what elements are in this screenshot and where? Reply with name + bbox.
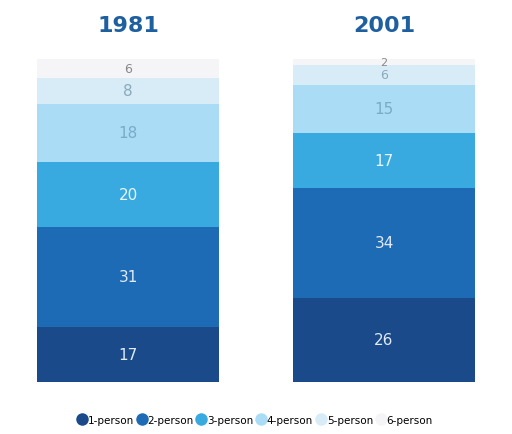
Bar: [37, 59, 219, 79]
Title: 1981: 1981: [97, 16, 159, 36]
Bar: [293, 134, 475, 188]
Text: 6: 6: [380, 69, 388, 82]
Text: 26: 26: [374, 332, 394, 348]
Bar: [37, 327, 219, 382]
Text: 15: 15: [374, 102, 394, 117]
Text: 18: 18: [118, 126, 138, 141]
Bar: [293, 188, 475, 298]
Text: 34: 34: [374, 236, 394, 251]
Text: 31: 31: [118, 270, 138, 285]
Text: 2: 2: [380, 58, 388, 68]
Title: 2001: 2001: [353, 16, 415, 36]
Bar: [37, 227, 219, 327]
Text: 17: 17: [374, 154, 394, 168]
Text: 6: 6: [124, 62, 132, 76]
Bar: [37, 79, 219, 105]
Text: 17: 17: [118, 347, 138, 362]
Bar: [293, 298, 475, 382]
Legend: 1-person, 2-person, 3-person, 4-person, 5-person, 6-person: 1-person, 2-person, 3-person, 4-person, …: [75, 411, 437, 429]
Bar: [37, 105, 219, 163]
Text: 8: 8: [123, 84, 133, 99]
Bar: [293, 59, 475, 66]
Bar: [293, 66, 475, 85]
Bar: [37, 163, 219, 227]
Bar: [293, 85, 475, 134]
Text: 20: 20: [118, 187, 138, 202]
